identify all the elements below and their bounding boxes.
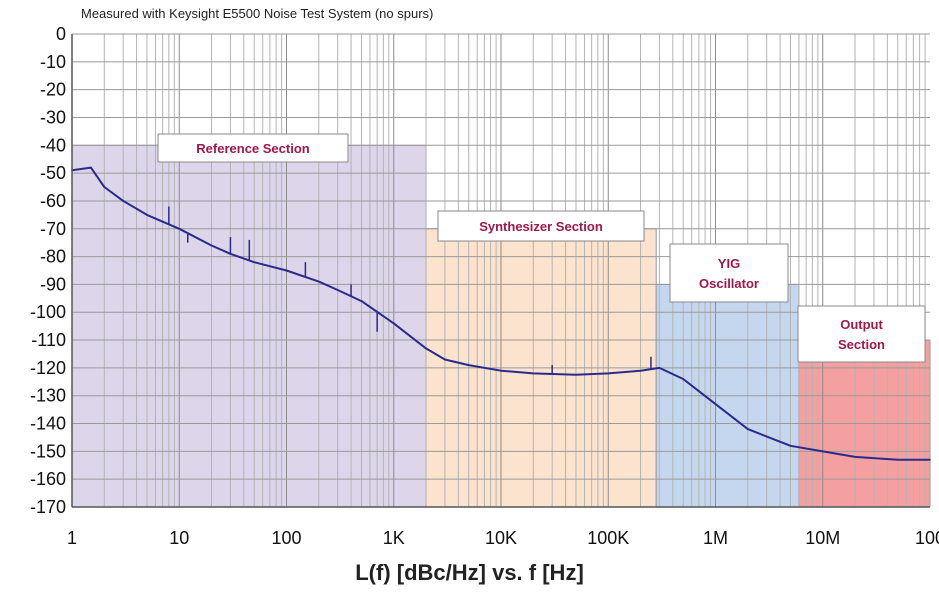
data-point: [444, 358, 446, 361]
data-point: [500, 369, 502, 372]
data-point: [285, 269, 288, 272]
y-tick-label: -120: [30, 358, 66, 378]
data-point: [425, 347, 427, 350]
x-tick-label: 10: [169, 528, 189, 548]
y-tick-label: -130: [30, 386, 66, 406]
chart-caption: Measured with Keysight E5500 Noise Test …: [81, 6, 434, 21]
region-label-box: [669, 243, 789, 303]
data-point: [929, 458, 931, 461]
data-point: [854, 456, 856, 458]
data-point: [178, 227, 181, 230]
data-point: [714, 403, 717, 405]
data-point: [639, 369, 642, 372]
y-tick-label: -20: [40, 80, 66, 100]
data-point: [789, 444, 792, 447]
x-tick-label: 1K: [383, 528, 405, 548]
data-point: [532, 372, 535, 375]
y-tick-label: -170: [30, 497, 66, 517]
data-point: [607, 372, 610, 375]
region-label-text: Synthesizer Section: [479, 219, 603, 234]
data-point: [90, 166, 92, 169]
region-label-box: [157, 133, 349, 163]
data-point: [253, 261, 256, 263]
x-tick-label: 10K: [485, 528, 517, 548]
x-tick-label: 100: [271, 528, 301, 548]
data-point: [360, 300, 363, 302]
data-point: [103, 186, 106, 188]
region-label-box: [797, 305, 926, 363]
y-tick-label: -160: [30, 469, 66, 489]
data-point: [122, 200, 124, 202]
region-label-text: Output: [840, 317, 883, 332]
data-point: [317, 280, 320, 283]
x-tick-label: 100K: [587, 528, 629, 548]
data-point: [467, 364, 470, 366]
y-tick-label: -30: [40, 107, 66, 127]
phase-noise-chart: Reference Section Synthesizer Section YIG O…: [30, 24, 939, 548]
y-tick-label: -110: [31, 330, 66, 350]
y-tick-label: -90: [40, 274, 66, 294]
x-tick-label: 10M: [805, 528, 840, 548]
y-tick-label: -140: [30, 414, 66, 434]
y-tick-label: -40: [40, 135, 66, 155]
y-tick-label: -70: [40, 219, 66, 239]
x-axis-title: L(f) [dBc/Hz] vs. f [Hz]: [355, 560, 584, 585]
region-label-text: Section: [838, 337, 885, 352]
x-tick-label: 1: [67, 528, 77, 548]
data-point: [682, 378, 685, 380]
data-point: [210, 244, 213, 247]
y-tick-label: 0: [56, 24, 66, 44]
data-point: [658, 367, 661, 369]
x-tick-label: 1M: [703, 528, 728, 548]
y-tick-label: -80: [40, 247, 66, 267]
y-tick-label: -50: [40, 163, 66, 183]
y-tick-label: -60: [40, 191, 66, 211]
region-label-text: Reference Section: [196, 141, 309, 156]
data-point: [392, 322, 395, 325]
data-point: [746, 428, 749, 430]
data-point: [146, 214, 148, 216]
x-tick-label: 100: [915, 528, 939, 548]
region-label-text: Oscillator: [699, 276, 759, 291]
data-point: [575, 374, 577, 376]
data-point: [336, 289, 339, 291]
data-point: [896, 458, 899, 461]
y-tick-label: -100: [30, 302, 66, 322]
y-tick-label: -10: [40, 52, 66, 72]
region-label-text: YIG: [718, 256, 740, 271]
data-point: [821, 450, 824, 453]
region-label-box: [437, 210, 645, 242]
y-tick-label: -150: [30, 441, 66, 461]
region-0: [71, 144, 427, 508]
